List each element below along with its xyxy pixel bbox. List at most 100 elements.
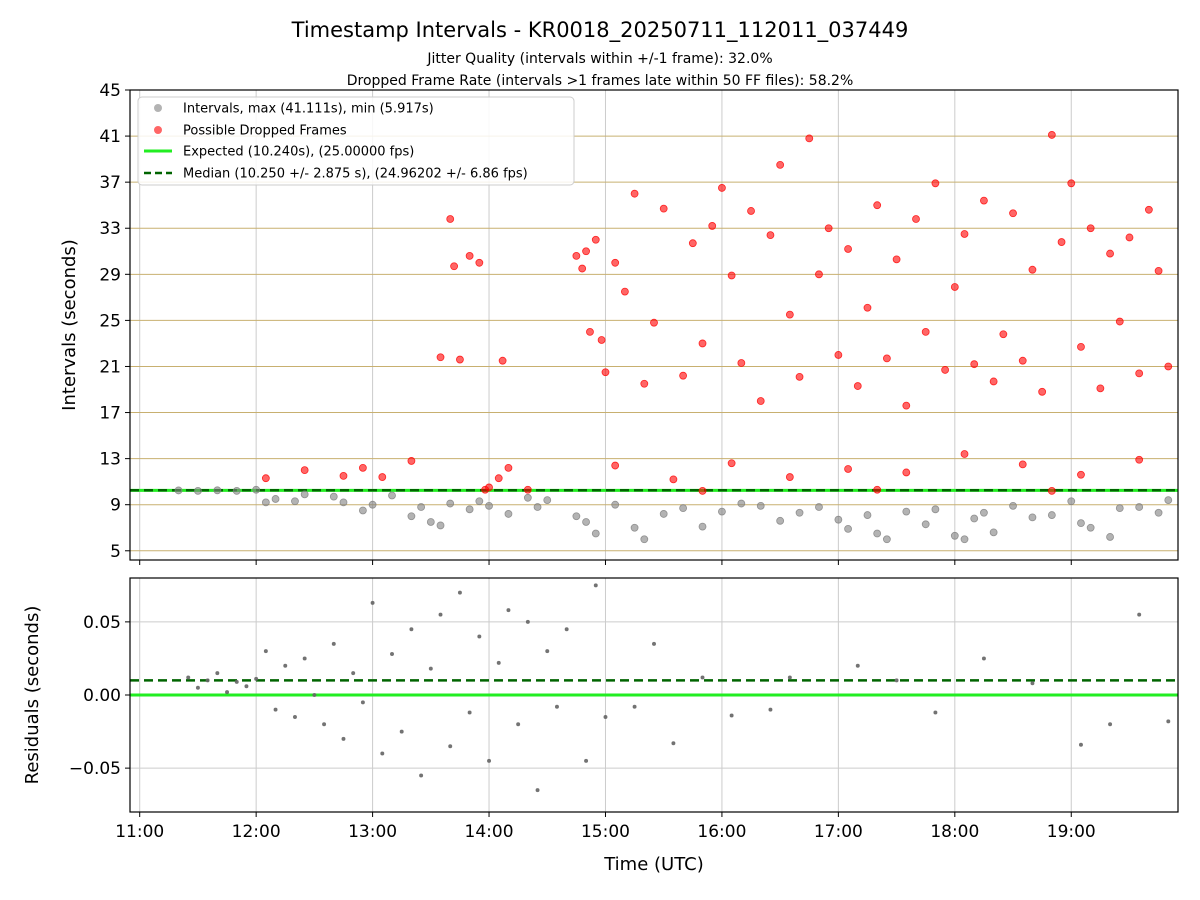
residual-point — [389, 652, 394, 657]
residual-point — [409, 627, 414, 632]
residuals-panel: −0.05 0.00 0.05 11:00 12:00 13:00 14:00 15:00 16… — [22, 577, 1179, 875]
interval-point — [533, 503, 542, 511]
dropped-frame-point — [815, 270, 823, 279]
residual-point — [652, 641, 657, 646]
dropped-frame-point — [766, 231, 775, 240]
dropped-frame-point — [1009, 209, 1017, 218]
y-tick-label: 25 — [99, 311, 121, 331]
plot-frame — [129, 577, 1179, 813]
dropped-frame-point — [465, 251, 474, 260]
dropped-frame-point — [1067, 179, 1076, 188]
x-tick-label: 13:00 — [348, 822, 397, 842]
residual-point — [584, 758, 589, 763]
dropped-frame-point — [620, 287, 629, 296]
residual-point — [283, 663, 288, 668]
chart-subtitle-jitter: Jitter Quality (intervals within +/-1 fr… — [426, 51, 772, 67]
interval-point — [582, 518, 590, 526]
interval-point — [252, 485, 261, 494]
dropped-frame-point — [912, 215, 920, 223]
residual-point — [933, 710, 938, 715]
dropped-frame-point — [902, 468, 911, 477]
dropped-frame-point — [718, 184, 726, 192]
interval-point — [339, 498, 348, 507]
dropped-frame-point — [669, 475, 678, 484]
dropped-frame-point — [436, 353, 445, 362]
x-tick-label: 15:00 — [581, 822, 630, 842]
interval-point — [844, 524, 852, 533]
dropped-frame-point — [853, 382, 862, 390]
interval-point — [834, 515, 843, 524]
interval-point — [329, 492, 338, 501]
residual-point — [457, 590, 462, 595]
residual-point — [1137, 612, 1142, 617]
dropped-frame-point — [960, 450, 969, 458]
x-tick-label: 12:00 — [232, 822, 281, 842]
dropped-frame-point — [960, 230, 969, 238]
y-tick-label: 5 — [110, 542, 121, 562]
residual-point — [244, 684, 249, 689]
interval-point — [640, 535, 649, 544]
residual-point — [487, 758, 492, 763]
dropped-frame-point — [941, 366, 950, 374]
y-tick-label: 37 — [99, 173, 121, 193]
residual-point — [263, 649, 268, 654]
residual-point — [496, 660, 501, 665]
dropped-frame-point — [1057, 238, 1066, 246]
dropped-frame-point — [708, 222, 717, 230]
interval-point — [882, 535, 891, 544]
plot-area — [130, 583, 1178, 793]
x-tick-label: 11:00 — [115, 822, 164, 842]
y-axis-label: Residuals (seconds) — [22, 606, 43, 785]
y-tick-label: 9 — [110, 496, 121, 516]
dropped-frame-point — [650, 318, 658, 327]
interval-point — [756, 501, 765, 510]
interval-point — [873, 529, 882, 538]
dropped-frame-point — [1077, 342, 1085, 351]
residual-point — [399, 729, 404, 734]
dropped-frame-point — [498, 356, 507, 365]
dropped-frame-point — [1144, 205, 1153, 214]
residual-point — [593, 583, 598, 588]
interval-point — [776, 516, 785, 525]
x-axis-label: Time (UTC) — [603, 854, 704, 875]
dropped-frame-point — [989, 377, 998, 386]
residual-point — [380, 751, 385, 756]
legend-expected-label: Expected (10.240s), (25.00000 fps) — [183, 145, 414, 160]
interval-point — [436, 521, 445, 530]
y-tick-label: 33 — [99, 219, 121, 239]
residual-point — [981, 656, 986, 661]
interval-point — [465, 505, 474, 514]
y-tick-label: −0.05 — [69, 759, 121, 779]
dropped-frame-point — [863, 303, 872, 312]
residual-point — [516, 722, 521, 727]
residual-point — [477, 634, 482, 639]
interval-point — [863, 511, 872, 519]
dropped-frame-point — [1135, 369, 1144, 378]
residual-point — [855, 663, 860, 668]
interval-point — [1154, 508, 1163, 517]
residual-point — [535, 788, 540, 793]
dropped-frame-point — [921, 328, 930, 336]
y-tick-label: 29 — [99, 265, 121, 285]
interval-point — [737, 499, 746, 508]
interval-point — [902, 507, 911, 516]
x-tick-label: 16:00 — [697, 822, 746, 842]
dropped-frame-point — [1086, 224, 1095, 233]
dropped-frame-point — [378, 473, 387, 481]
chart-subtitle-dropped: Dropped Frame Rate (intervals >1 frames … — [347, 73, 854, 89]
residual-point — [360, 700, 365, 705]
dropped-frame-point — [611, 461, 620, 470]
dropped-frame-point — [999, 330, 1008, 339]
y-tick-label: 41 — [99, 127, 121, 147]
dropped-frame-point — [1135, 455, 1144, 464]
interval-point — [1028, 513, 1037, 522]
dropped-frame-point — [785, 310, 794, 319]
residual-point — [467, 710, 472, 715]
interval-point — [611, 500, 620, 509]
dropped-frame-point — [1018, 460, 1027, 469]
dropped-frame-point — [1047, 486, 1056, 495]
dropped-frame-point — [931, 179, 940, 188]
dropped-frame-point — [785, 473, 794, 481]
dropped-frame-point — [475, 258, 484, 267]
dropped-frame-point — [873, 485, 882, 494]
